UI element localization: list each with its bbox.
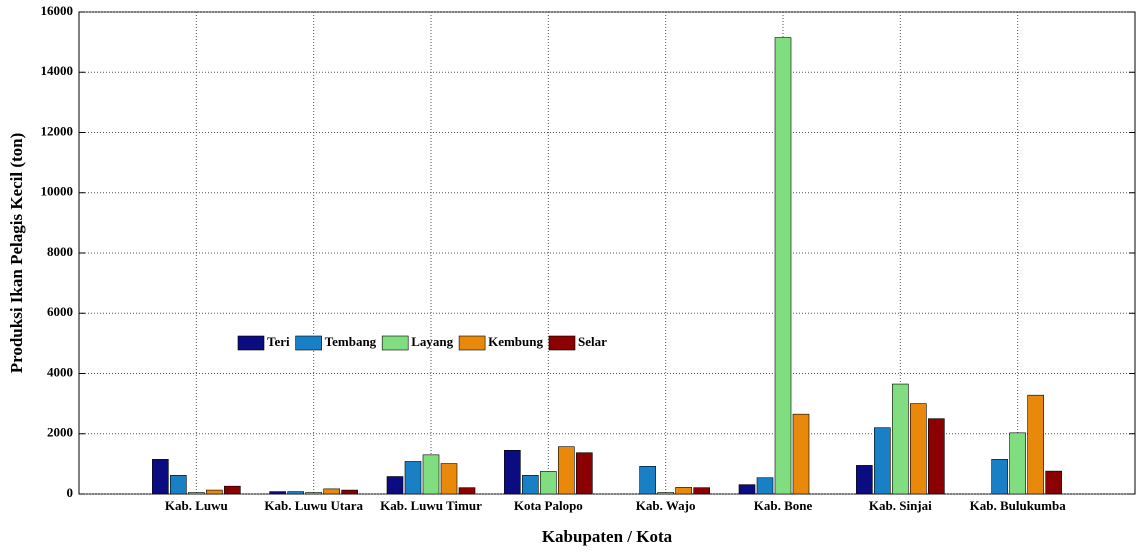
x-tick-label: Kab. Bone: [754, 498, 813, 513]
bar: [287, 491, 304, 495]
y-tick-label: 16000: [41, 3, 74, 18]
x-tick-label: Kota Palopo: [514, 498, 583, 513]
bar: [756, 477, 774, 495]
x-axis-label: Kabupaten / Kota: [542, 527, 673, 546]
bar: [269, 491, 286, 495]
bar: [576, 452, 593, 495]
x-tick-label: Kab. Wajo: [636, 498, 696, 513]
bar: [152, 459, 169, 495]
legend-label: Kembung: [488, 334, 543, 349]
legend-label: Tembang: [325, 334, 377, 349]
bar: [738, 484, 756, 495]
bar: [323, 488, 340, 495]
bar: [386, 476, 404, 495]
bar: [558, 446, 575, 495]
legend-swatch: [458, 335, 486, 351]
bar: [1045, 470, 1062, 495]
bar: [774, 37, 792, 495]
legend-label: Selar: [578, 334, 607, 349]
bar: [657, 492, 674, 495]
x-tick-label: Kab. Sinjai: [869, 498, 932, 513]
y-tick-label: 6000: [47, 304, 73, 319]
bar: [792, 413, 810, 495]
bar: [206, 489, 223, 495]
legend-swatch: [381, 335, 409, 351]
bar: [305, 492, 322, 495]
bar: [910, 403, 927, 495]
bar: [693, 487, 710, 495]
y-tick-label: 4000: [47, 364, 73, 379]
legend-label: Teri: [267, 334, 290, 349]
bar: [504, 450, 521, 495]
y-tick-label: 12000: [41, 123, 74, 138]
bar: [991, 459, 1008, 495]
x-tick-label: Kab. Luwu Timur: [380, 498, 482, 513]
bar: [675, 487, 692, 495]
bar: [856, 465, 873, 495]
bar: [188, 492, 205, 495]
legend-swatch: [548, 335, 576, 351]
bar: [170, 475, 187, 495]
bar: [1027, 394, 1044, 495]
bar: [928, 418, 945, 495]
y-tick-label: 0: [67, 485, 74, 500]
bar: [1009, 432, 1026, 495]
bar: [224, 485, 241, 495]
y-tick-label: 2000: [47, 425, 73, 440]
y-tick-label: 8000: [47, 244, 73, 259]
y-tick-label: 14000: [41, 63, 74, 78]
bar: [892, 383, 909, 495]
legend-swatch: [295, 335, 322, 351]
bar: [341, 489, 358, 495]
bar: [458, 487, 476, 495]
bar: [422, 454, 440, 495]
legend-swatch: [237, 335, 265, 351]
y-tick-label: 10000: [41, 184, 74, 199]
x-tick-label: Kab. Bulukumba: [970, 498, 1067, 513]
legend-label: Layang: [411, 334, 453, 349]
bar: [522, 475, 539, 495]
x-tick-label: Kab. Luwu: [165, 498, 228, 513]
bar: [440, 463, 458, 495]
bar: [540, 471, 557, 495]
x-tick-label: Kab. Luwu Utara: [264, 498, 363, 513]
bar: [404, 461, 422, 495]
y-axis-label: Produksi Ikan Pelagis Kecil (ton): [7, 133, 26, 374]
bar: [639, 465, 656, 495]
bar: [874, 427, 891, 495]
